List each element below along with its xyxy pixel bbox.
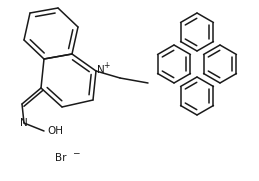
Text: Br: Br bbox=[55, 153, 67, 163]
Text: +: + bbox=[103, 61, 109, 70]
Text: N: N bbox=[20, 118, 28, 128]
Text: −: − bbox=[72, 148, 80, 157]
Text: OH: OH bbox=[47, 126, 63, 136]
Text: N: N bbox=[97, 65, 105, 75]
